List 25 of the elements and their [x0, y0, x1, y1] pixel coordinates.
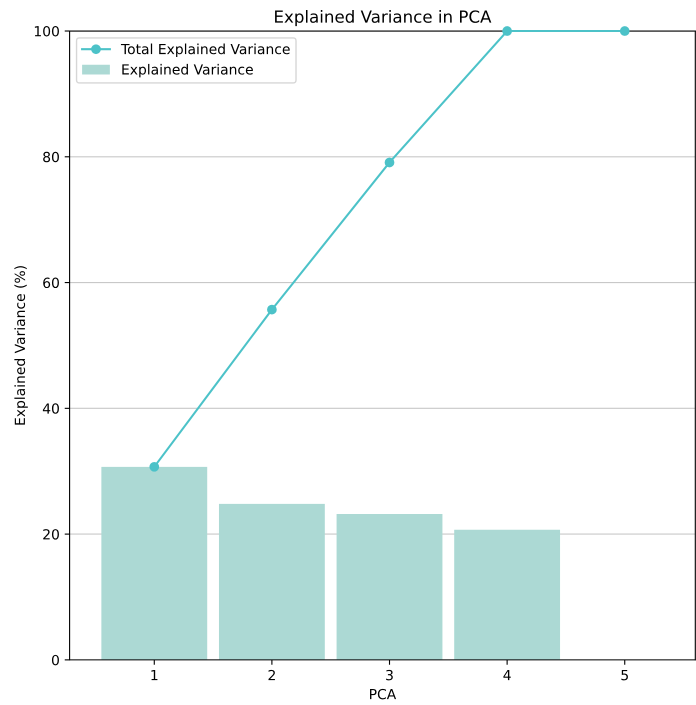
bar — [218, 504, 325, 660]
y-tick-label: 0 — [52, 654, 59, 666]
bar — [336, 514, 442, 660]
point — [149, 462, 160, 472]
y-axis-title: Explained Variance (%) — [14, 266, 28, 425]
point — [502, 26, 512, 36]
x-tick-label: 2 — [268, 670, 275, 680]
y-tick-label: 60 — [43, 278, 59, 288]
legend-label: Explained Variance — [122, 64, 253, 78]
point — [620, 26, 630, 36]
y-tick-label: 100 — [34, 26, 59, 36]
y-tick-label: 40 — [42, 403, 59, 414]
bar — [101, 466, 208, 660]
legend-label: Total Explained Variance — [120, 44, 290, 57]
y-tick-label: 80 — [43, 152, 59, 162]
x-tick-label: 1 — [151, 670, 158, 680]
x-tick-label: 3 — [386, 670, 393, 680]
y-tick-label: 20 — [43, 529, 59, 540]
bar — [454, 530, 560, 660]
x-tick-label: 5 — [621, 670, 628, 680]
point — [384, 158, 394, 168]
point — [267, 304, 277, 314]
x-tick-label: 4 — [503, 670, 511, 680]
chart-title: Explained Variance in PCA — [275, 10, 492, 26]
x-axis-title: PCA — [370, 688, 396, 700]
